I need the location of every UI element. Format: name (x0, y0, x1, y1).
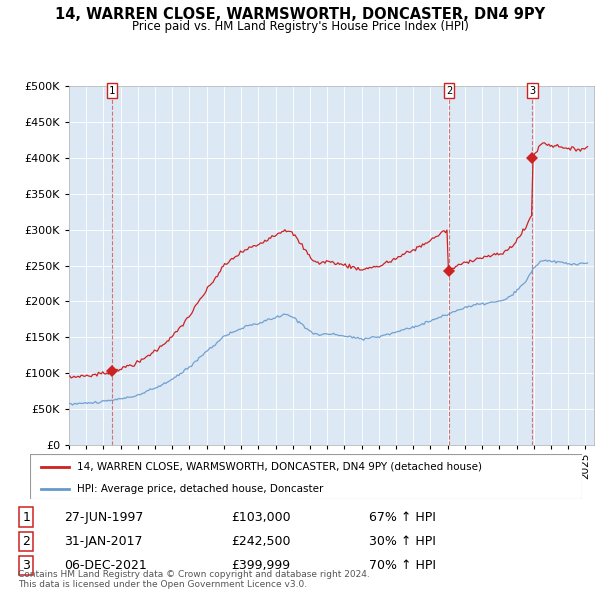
Text: £399,999: £399,999 (231, 559, 290, 572)
Text: 3: 3 (22, 559, 31, 572)
Text: Price paid vs. HM Land Registry's House Price Index (HPI): Price paid vs. HM Land Registry's House … (131, 20, 469, 33)
Text: 2: 2 (446, 86, 452, 96)
Text: 1: 1 (22, 510, 31, 523)
Text: 06-DEC-2021: 06-DEC-2021 (64, 559, 146, 572)
Text: 27-JUN-1997: 27-JUN-1997 (64, 510, 143, 523)
Text: 30% ↑ HPI: 30% ↑ HPI (369, 535, 436, 548)
Text: 2: 2 (22, 535, 31, 548)
Text: £103,000: £103,000 (231, 510, 290, 523)
Text: HPI: Average price, detached house, Doncaster: HPI: Average price, detached house, Donc… (77, 484, 323, 494)
Text: Contains HM Land Registry data © Crown copyright and database right 2024.
This d: Contains HM Land Registry data © Crown c… (18, 570, 370, 589)
Text: 1: 1 (109, 86, 115, 96)
Text: £242,500: £242,500 (231, 535, 290, 548)
Text: 31-JAN-2017: 31-JAN-2017 (64, 535, 142, 548)
Text: 70% ↑ HPI: 70% ↑ HPI (369, 559, 436, 572)
Text: 67% ↑ HPI: 67% ↑ HPI (369, 510, 436, 523)
Text: 3: 3 (529, 86, 536, 96)
Text: 14, WARREN CLOSE, WARMSWORTH, DONCASTER, DN4 9PY: 14, WARREN CLOSE, WARMSWORTH, DONCASTER,… (55, 7, 545, 22)
Text: 14, WARREN CLOSE, WARMSWORTH, DONCASTER, DN4 9PY (detached house): 14, WARREN CLOSE, WARMSWORTH, DONCASTER,… (77, 462, 482, 471)
FancyBboxPatch shape (30, 454, 582, 499)
